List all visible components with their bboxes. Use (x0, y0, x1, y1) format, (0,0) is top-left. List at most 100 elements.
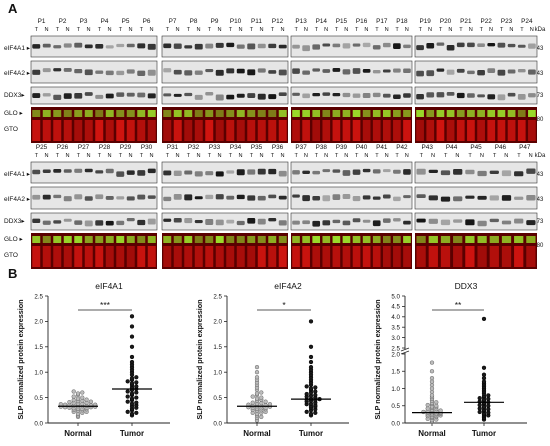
protein-band (352, 93, 361, 98)
lane-label: N (108, 153, 112, 159)
stain-gel (162, 233, 288, 269)
protein-band (257, 195, 266, 201)
tumor-data-point (308, 354, 314, 360)
patient-label: P15 (336, 18, 348, 25)
gto-band (147, 120, 156, 141)
protein-band (215, 94, 224, 101)
gto-band (116, 246, 125, 267)
gto-band (215, 246, 224, 267)
normal-data-point (267, 402, 273, 407)
protein-band (184, 45, 193, 49)
protein-band (194, 43, 203, 50)
glo-band (292, 110, 300, 117)
lane-label: T (459, 27, 463, 33)
protein-band (53, 68, 62, 72)
gto-band (247, 246, 256, 267)
normal-data-point (75, 391, 81, 396)
protein-band (74, 42, 83, 48)
glo-band (453, 236, 463, 243)
protein-band (342, 194, 351, 200)
glo-band (257, 236, 266, 243)
glo-band (116, 110, 125, 117)
protein-band (302, 220, 310, 225)
tumor-data-point (308, 344, 314, 349)
x-tick-label: Tumor (120, 429, 144, 438)
lane-label: N (260, 153, 264, 159)
stain-gel (31, 107, 157, 143)
protein-band (322, 43, 331, 47)
chart-title: eIF4A1 (95, 281, 123, 291)
significance-marker: *** (100, 300, 111, 310)
tumor-data-point (125, 409, 130, 414)
lane-label: N (469, 27, 473, 33)
glo-band (501, 236, 512, 243)
protein-band (257, 93, 266, 100)
gto-band (302, 246, 310, 267)
normal-data-point (254, 364, 260, 370)
glo-band (194, 236, 203, 243)
protein-band (226, 94, 235, 100)
glo-band (382, 110, 391, 117)
protein-band (42, 194, 51, 200)
y-tick-label: 2.5 (34, 293, 43, 300)
protein-band (352, 43, 361, 47)
significance-marker: ** (455, 300, 462, 310)
gto-band (322, 246, 331, 267)
lane-label: N (129, 27, 133, 33)
y-axis-label: SLP normalized protein expression (16, 299, 25, 419)
protein-band (362, 42, 371, 48)
protein-band (403, 195, 411, 199)
lane-label: N (108, 27, 112, 33)
normal-data-point (421, 409, 426, 415)
protein-band (226, 42, 235, 48)
blot-strip (161, 161, 289, 184)
glo-band (372, 110, 381, 117)
normal-data-point (254, 375, 260, 380)
glo-band (257, 110, 266, 117)
protein-band (268, 94, 277, 100)
protein-band (42, 220, 51, 225)
protein-band (257, 168, 266, 175)
glo-band (32, 110, 41, 117)
tumor-data-point (308, 359, 314, 365)
patient-label: P13 (295, 18, 307, 25)
protein-band (362, 195, 371, 200)
protein-band (84, 220, 93, 227)
lane-label: T (250, 27, 254, 33)
protein-band (292, 44, 300, 49)
protein-band (403, 93, 411, 98)
lane-label: T (375, 27, 379, 33)
protein-band (456, 92, 465, 99)
gto-band (322, 120, 331, 141)
protein-band (416, 168, 426, 175)
protein-band (63, 43, 72, 48)
gto-band (467, 120, 475, 141)
lane-label: T (208, 27, 212, 33)
protein-band (440, 170, 451, 176)
lane-label: T (229, 27, 233, 33)
glo-band (362, 110, 371, 117)
protein-band (236, 169, 245, 176)
blot-strip (290, 86, 413, 105)
patient-label: P42 (396, 144, 408, 151)
chart-eIF4A1: eIF4A1 SLP normalized protein expression 0… (16, 281, 170, 438)
band-label: eIF4A2 ▸ (4, 196, 31, 203)
lane-label: N (218, 153, 222, 159)
protein-band (116, 43, 125, 48)
tumor-data-point (125, 389, 130, 394)
protein-band (332, 43, 341, 48)
protein-band (501, 195, 512, 201)
gto-band (382, 246, 391, 267)
y-tick-label: 0.5 (213, 395, 222, 402)
normal-data-point (75, 396, 81, 401)
lane-label: T (420, 153, 424, 159)
protein-band (116, 196, 125, 200)
y-tick-label: 0.5 (391, 403, 400, 410)
protein-band (312, 44, 321, 50)
scatter-plots: eIF4A1 SLP normalized protein expression 0… (16, 281, 527, 438)
protein-band (416, 45, 424, 51)
glo-band (278, 110, 287, 117)
patient-label: P2 (59, 18, 67, 25)
gto-band (352, 246, 361, 267)
